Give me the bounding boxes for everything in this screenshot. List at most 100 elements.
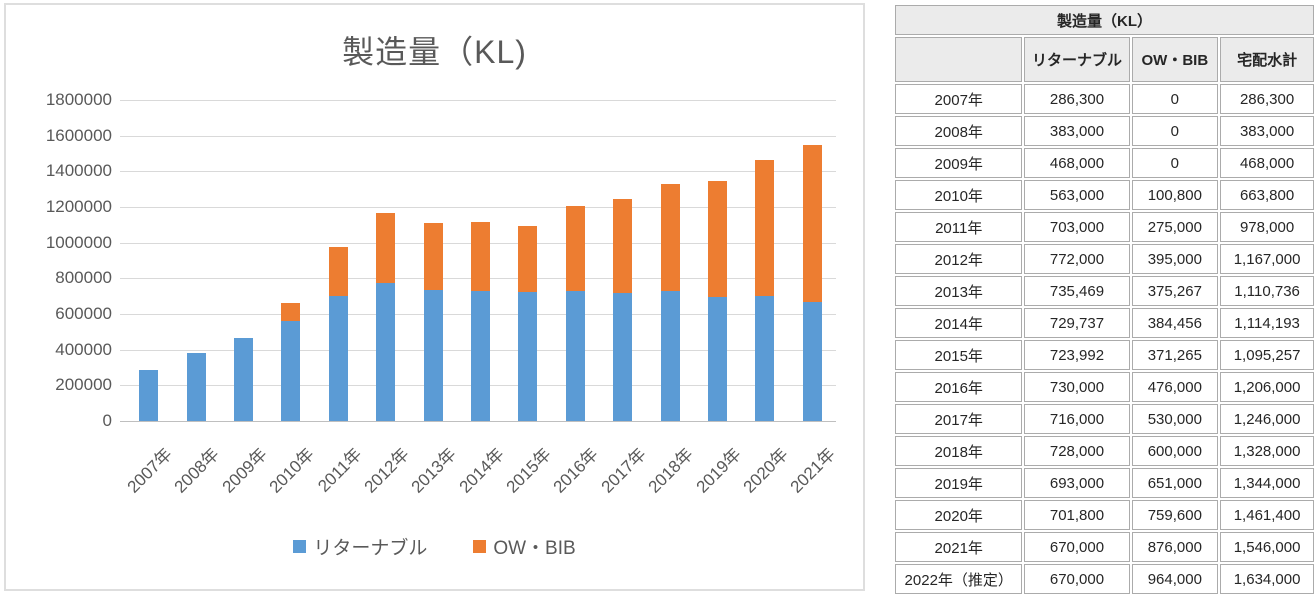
legend-swatch-owbib — [473, 540, 487, 553]
total-cell: 1,206,000 — [1220, 372, 1314, 402]
returnable-cell: 716,000 — [1024, 404, 1130, 434]
bar-segment-returnable — [802, 301, 822, 421]
total-cell: 1,344,000 — [1220, 468, 1314, 498]
bar-segment-owbib — [613, 198, 633, 294]
owbib-cell: 0 — [1131, 84, 1219, 114]
year-cell: 2021年 — [895, 532, 1023, 562]
y-tick-label: 0 — [102, 411, 112, 430]
bar-segment-owbib — [281, 302, 301, 321]
x-tick-label: 2011年 — [313, 444, 366, 496]
table-row: 2009年 468,000 0 468,000 — [895, 148, 1314, 178]
year-cell: 2012年 — [895, 244, 1023, 274]
y-tick-label: 400000 — [55, 339, 112, 359]
table-row: 2018年 728,000 600,000 1,328,000 — [895, 436, 1314, 466]
bar-stack — [565, 100, 585, 421]
year-cell: 2007年 — [895, 84, 1023, 114]
owbib-cell: 530,000 — [1131, 404, 1219, 434]
owbib-cell: 600,000 — [1131, 436, 1219, 466]
table-title-row: 製造量（KL） — [895, 5, 1314, 35]
x-tick-label: 2017年 — [597, 444, 650, 497]
owbib-cell: 964,000 — [1131, 564, 1219, 594]
returnable-cell: 723,992 — [1024, 340, 1130, 370]
returnable-cell: 703,000 — [1024, 212, 1130, 242]
year-cell: 2008年 — [895, 116, 1023, 146]
owbib-cell: 375,267 — [1131, 276, 1219, 306]
column-header-returnable: リターナブル — [1024, 37, 1130, 82]
returnable-cell: 286,300 — [1024, 84, 1130, 114]
total-cell: 1,461,400 — [1220, 500, 1314, 530]
chart-title: 製造量（KL) — [342, 34, 527, 70]
table-row: 2019年 693,000 651,000 1,344,000 — [895, 468, 1314, 498]
bar-segment-returnable — [755, 295, 775, 421]
total-cell: 1,328,000 — [1220, 436, 1314, 466]
table-row: 2014年 729,737 384,456 1,114,193 — [895, 308, 1314, 338]
legend-item-owbib: OW・BIB — [473, 533, 576, 560]
owbib-cell: 651,000 — [1131, 468, 1219, 498]
returnable-cell: 730,000 — [1024, 372, 1130, 402]
owbib-cell: 275,000 — [1131, 212, 1219, 242]
total-cell: 286,300 — [1220, 84, 1314, 114]
year-cell: 2022年（推定） — [895, 564, 1023, 594]
bar-stack — [281, 100, 301, 421]
bar-stack — [139, 100, 159, 421]
bar-stack — [802, 100, 822, 421]
returnable-cell: 670,000 — [1024, 564, 1130, 594]
returnable-cell: 693,000 — [1024, 468, 1130, 498]
year-cell: 2018年 — [895, 436, 1023, 466]
table-row: 2012年 772,000 395,000 1,167,000 — [895, 244, 1314, 274]
y-tick-label: 1200000 — [45, 197, 112, 216]
x-tick-label: 2020年 — [739, 444, 792, 497]
table-row: 2013年 735,469 375,267 1,110,736 — [895, 276, 1314, 306]
gridline — [120, 171, 836, 173]
bar-stack — [708, 100, 727, 421]
y-tick-label: 600000 — [55, 304, 112, 323]
bar-segment-owbib — [518, 225, 538, 292]
owbib-cell: 384,456 — [1131, 308, 1219, 338]
year-cell: 2017年 — [895, 404, 1023, 434]
bar-segment-owbib — [376, 212, 396, 284]
total-cell: 1,095,257 — [1220, 340, 1314, 370]
year-cell: 2016年 — [895, 372, 1023, 402]
column-header-year — [895, 37, 1023, 82]
x-tick-label: 2018年 — [644, 444, 698, 497]
bar-segment-owbib — [328, 246, 348, 296]
year-cell: 2014年 — [895, 308, 1023, 338]
returnable-cell: 468,000 — [1024, 148, 1130, 178]
year-cell: 2009年 — [895, 148, 1023, 178]
owbib-cell: 876,000 — [1131, 532, 1219, 562]
bar-stack — [660, 100, 680, 421]
table-row: 2015年 723,992 371,265 1,095,257 — [895, 340, 1314, 370]
bar-stack — [518, 100, 538, 421]
bar-segment-returnable — [518, 291, 538, 421]
total-cell: 663,800 — [1220, 180, 1314, 210]
year-cell: 2020年 — [895, 500, 1023, 530]
x-tick-label: 2010年 — [265, 444, 318, 497]
bar-segment-returnable — [281, 320, 301, 421]
plot-area — [125, 100, 836, 421]
total-cell: 1,114,193 — [1220, 308, 1314, 338]
x-tick-label: 2019年 — [692, 444, 745, 497]
x-tick-label: 2014年 — [455, 444, 508, 497]
x-tick-label: 2016年 — [550, 444, 603, 497]
table-row: 2021年 670,000 876,000 1,546,000 — [895, 532, 1314, 562]
table-row: 2008年 383,000 0 383,000 — [895, 116, 1314, 146]
total-cell: 978,000 — [1220, 212, 1314, 242]
x-tick-label: 2015年 — [502, 444, 555, 497]
total-cell: 1,546,000 — [1220, 532, 1314, 562]
returnable-cell: 772,000 — [1024, 244, 1130, 274]
bar-stack — [755, 100, 775, 421]
bar-stack — [471, 100, 490, 421]
year-cell: 2019年 — [895, 468, 1023, 498]
total-cell: 1,110,736 — [1220, 276, 1314, 306]
returnable-cell: 728,000 — [1024, 436, 1130, 466]
y-tick-label: 1800000 — [45, 90, 112, 109]
legend-label-owbib: OW・BIB — [493, 538, 576, 559]
owbib-cell: 0 — [1131, 116, 1219, 146]
x-tick-label: 2008年 — [170, 444, 224, 497]
x-tick-label: 2007年 — [123, 444, 176, 497]
returnable-cell: 729,737 — [1024, 308, 1130, 338]
bar-stack — [234, 100, 253, 421]
bar-segment-returnable — [565, 290, 585, 421]
owbib-cell: 371,265 — [1131, 340, 1219, 370]
